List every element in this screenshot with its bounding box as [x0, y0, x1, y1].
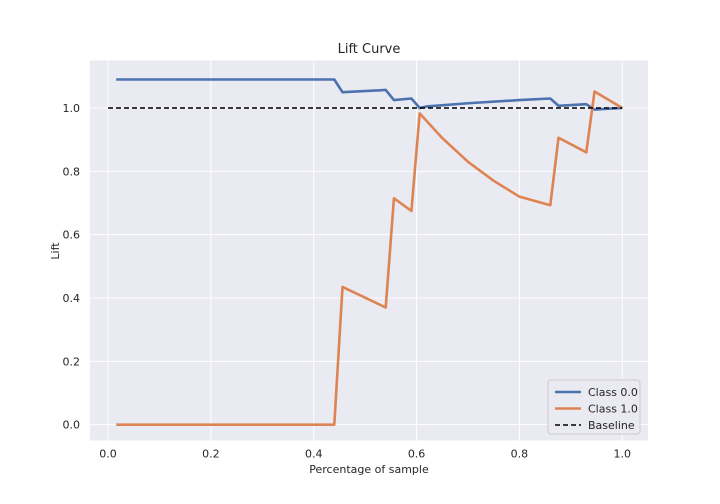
- y-tick-label: 0.4: [63, 292, 81, 305]
- x-tick-label: 0.6: [408, 448, 426, 461]
- legend-label-class-0-0: Class 0.0: [588, 386, 638, 399]
- x-axis-label: Percentage of sample: [309, 463, 429, 476]
- x-tick-label: 0.4: [305, 448, 323, 461]
- y-tick-labels: 0.0 0.2 0.4 0.6 0.8 1.0: [63, 102, 81, 432]
- series-line-class-0-0: [116, 78, 623, 111]
- legend-box: [547, 379, 641, 435]
- legend: Class 0.0 Class 1.0 Baseline: [547, 379, 641, 435]
- chart-title: Lift Curve: [338, 42, 401, 57]
- y-tick-label: 0.2: [63, 355, 81, 368]
- x-tick-label: 0.8: [511, 448, 529, 461]
- y-tick-label: 0.0: [63, 419, 81, 432]
- x-tick-label: 1.0: [614, 448, 632, 461]
- y-tick-label: 0.8: [63, 165, 81, 178]
- y-axis-label: Lift: [49, 242, 62, 260]
- x-gridlines: [107, 60, 623, 441]
- x-tick-labels: 0.0 0.2 0.4 0.6 0.8 1.0: [99, 448, 631, 461]
- series-layer: [108, 78, 623, 426]
- legend-entries: Class 0.0 Class 1.0 Baseline: [555, 386, 638, 432]
- y-tick-label: 0.6: [63, 229, 81, 242]
- y-tick-label: 1.0: [63, 102, 81, 115]
- plot-background: [90, 60, 648, 441]
- series-line-class-1-0: [116, 90, 623, 426]
- x-tick-label: 0.0: [99, 448, 117, 461]
- legend-label-baseline: Baseline: [588, 419, 635, 432]
- x-tick-label: 0.2: [202, 448, 220, 461]
- legend-label-class-1-0: Class 1.0: [588, 403, 638, 416]
